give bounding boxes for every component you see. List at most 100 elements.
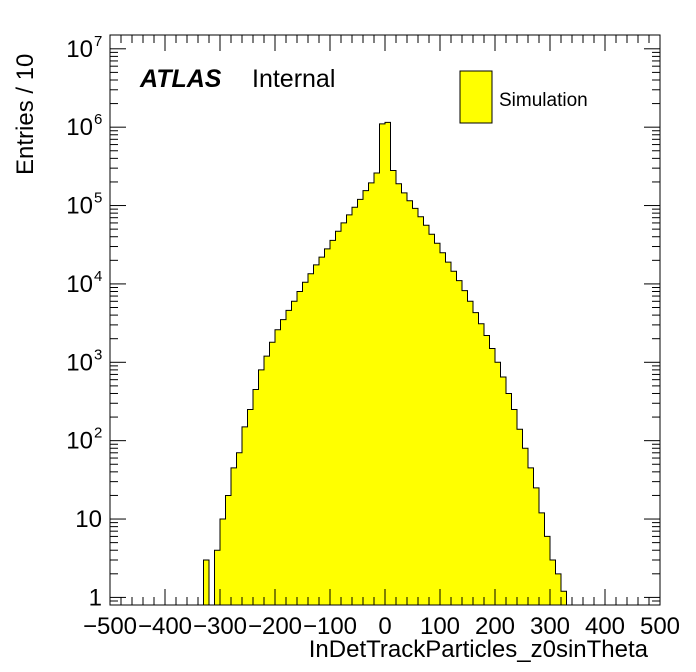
histogram-bin	[511, 409, 517, 605]
histogram-bin	[418, 216, 424, 605]
histogram-bin	[412, 208, 418, 605]
histogram-bin	[555, 573, 561, 605]
histogram-bin	[528, 467, 534, 605]
histogram-bin	[220, 519, 226, 605]
y-tick-exponent: 3	[94, 346, 102, 363]
histogram-bin	[258, 369, 264, 605]
x-tick-label: 200	[475, 613, 515, 640]
histogram-bin	[434, 243, 440, 605]
y-tick-label: 10	[66, 271, 93, 298]
histogram-bin	[495, 362, 501, 605]
atlas-sublabel: Internal	[252, 65, 335, 93]
histogram-bin	[286, 310, 292, 605]
histogram-bin	[357, 199, 363, 606]
histogram-bin	[407, 200, 413, 605]
histogram-bin	[429, 234, 435, 605]
histogram-bin	[264, 356, 270, 605]
histogram-bin	[280, 319, 286, 605]
histogram-bin	[302, 282, 308, 605]
histogram-bin	[335, 231, 341, 605]
y-tick-exponent: 7	[94, 33, 102, 50]
y-tick-exponent: 4	[94, 268, 102, 285]
histogram-bin	[275, 329, 281, 605]
histogram-bin	[319, 257, 325, 605]
histogram-bin	[550, 560, 556, 605]
histogram-bin	[396, 183, 402, 605]
y-tick-label: 10	[66, 349, 93, 376]
histogram-bin	[390, 170, 396, 605]
histogram-bars	[203, 121, 567, 606]
histogram-bin	[236, 452, 242, 605]
y-tick-label: 10	[66, 114, 93, 141]
x-tick-label: 0	[378, 613, 391, 640]
histogram-outline	[203, 121, 567, 605]
legend-label: Simulation	[499, 90, 588, 111]
histogram-bin	[561, 591, 567, 605]
x-tick-label: −200	[248, 613, 302, 640]
x-tick-label: 100	[420, 613, 460, 640]
histogram-bin	[489, 348, 495, 605]
histogram-bin	[253, 389, 259, 605]
histogram-bin	[500, 376, 506, 605]
histogram-bin	[506, 393, 512, 605]
x-tick-label: 400	[585, 613, 625, 640]
histogram-bin	[346, 214, 352, 605]
histogram-bin	[462, 290, 468, 605]
y-tick-label: 10	[66, 193, 93, 220]
y-tick-exponent: 5	[94, 190, 102, 207]
histogram-bin	[214, 550, 220, 605]
histogram-bin	[247, 409, 253, 605]
histogram-bin	[385, 122, 391, 606]
legend-swatch	[459, 70, 493, 124]
y-tick-exponent: 6	[94, 111, 102, 128]
histogram-bin	[203, 560, 209, 605]
y-tick-label: 10	[66, 36, 93, 63]
histogram-bin	[231, 467, 237, 605]
histogram-bin	[242, 426, 248, 605]
histogram-bin	[269, 342, 275, 605]
histogram-bin	[522, 448, 528, 605]
y-tick-label: 10	[75, 506, 102, 533]
y-tick-label: 1	[89, 584, 102, 611]
x-tick-labels: −500 −400 −300 −200 −100 0 100 200 300 400 500	[83, 613, 680, 640]
x-tick-label: −500	[83, 613, 137, 640]
histogram-bin	[478, 323, 484, 605]
histogram-bin	[313, 264, 319, 605]
histogram-bin	[533, 487, 539, 605]
histogram-bin	[352, 207, 358, 605]
x-tick-label: 500	[640, 613, 680, 640]
atlas-label: ATLAS	[139, 65, 222, 93]
histogram-bin	[544, 536, 550, 605]
histogram-bin	[363, 190, 369, 605]
histogram-bin	[379, 123, 385, 605]
histogram-bin	[467, 301, 473, 605]
histogram-bin	[297, 291, 303, 605]
histogram-bin	[225, 495, 231, 605]
histogram-bin	[440, 252, 446, 605]
x-tick-label: −300	[193, 613, 247, 640]
histogram-bin	[291, 301, 297, 605]
x-tick-label: −100	[303, 613, 357, 640]
histogram-bin	[308, 273, 314, 605]
histogram-bin	[423, 225, 429, 606]
y-tick-exponent: 2	[94, 425, 102, 442]
legend: Simulation	[459, 70, 588, 124]
histogram-bin	[517, 429, 523, 605]
histogram-bin	[456, 280, 462, 605]
y-axis-label: Entries / 10	[12, 54, 39, 175]
histogram-bin	[445, 262, 451, 605]
histogram-bin	[473, 312, 479, 605]
x-tick-label: −400	[138, 613, 192, 640]
histogram-bin	[451, 271, 457, 605]
y-tick-label: 10	[66, 428, 93, 455]
histogram-bin	[401, 192, 407, 605]
histogram-bin	[539, 512, 545, 605]
x-tick-label: 300	[530, 613, 570, 640]
x-axis-label: InDetTrackParticles_z0sinTheta	[309, 636, 649, 663]
axis-ticks	[109, 35, 661, 606]
histogram-bin	[484, 335, 490, 605]
histogram-bin	[374, 173, 380, 606]
histogram-bin	[368, 182, 374, 605]
